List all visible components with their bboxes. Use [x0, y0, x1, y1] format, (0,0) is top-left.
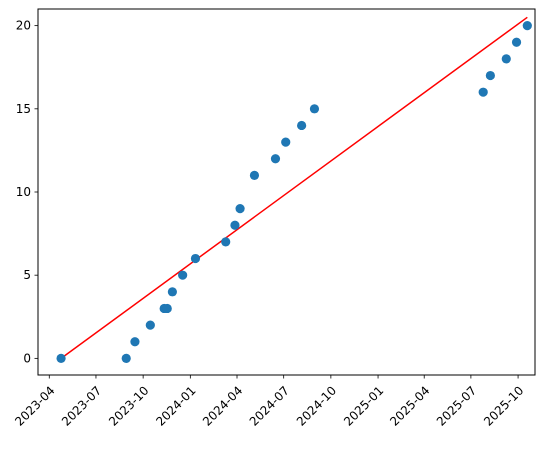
- x-axis: 2023-04 2023-07 2023-10 2024-01 2024-04 2024-…: [12, 375, 526, 429]
- x-tick-label: 2025-07: [434, 383, 479, 428]
- scatter-point: [235, 204, 245, 214]
- x-tick-label: 2024-04: [200, 383, 245, 428]
- trend-line-layer: [60, 16, 528, 359]
- scatter-point: [190, 253, 201, 264]
- scatter-point: [145, 320, 155, 330]
- x-tick-label: 2023-07: [59, 383, 104, 428]
- plot-frame: [37, 8, 536, 376]
- y-tick-label: 10: [16, 185, 31, 199]
- scatter-point: [478, 87, 488, 97]
- scatter-point: [56, 353, 66, 363]
- y-tick-label: 15: [16, 102, 31, 116]
- scatter-point: [121, 353, 131, 363]
- x-tick-label: 2024-07: [247, 383, 292, 428]
- scatter-point: [297, 120, 307, 131]
- scatter-point: [178, 270, 188, 280]
- scatter-point: [249, 170, 260, 180]
- x-tick-label: 2023-10: [106, 383, 151, 428]
- x-tick-label: 2025-01: [341, 383, 386, 428]
- x-tick-label: 2025-04: [387, 383, 432, 428]
- scatter-point: [281, 137, 291, 147]
- scatter-point: [167, 287, 177, 297]
- y-tick-label: 20: [16, 19, 31, 33]
- y-axis: 0 5 10 15 20: [16, 19, 38, 365]
- scatter-points: [56, 21, 532, 363]
- y-tick-label: 5: [23, 268, 31, 282]
- scatter-point: [501, 54, 511, 64]
- scatter-point: [221, 237, 231, 247]
- scatter-point: [230, 220, 240, 230]
- scatter-point: [309, 104, 320, 114]
- scatter-point: [270, 154, 281, 164]
- x-tick-label: 2024-10: [294, 383, 339, 428]
- scatter-point: [522, 21, 532, 31]
- y-tick-label: 0: [23, 351, 31, 365]
- scatter-point: [485, 70, 495, 81]
- x-tick-label: 2023-04: [12, 383, 57, 428]
- x-tick-label: 2025-10: [481, 383, 526, 428]
- x-tick-label: 2024-01: [153, 383, 198, 428]
- scatter-point: [162, 303, 172, 314]
- trend-line: [60, 16, 528, 359]
- scatter-point: [511, 37, 522, 47]
- scatter-point: [130, 337, 140, 347]
